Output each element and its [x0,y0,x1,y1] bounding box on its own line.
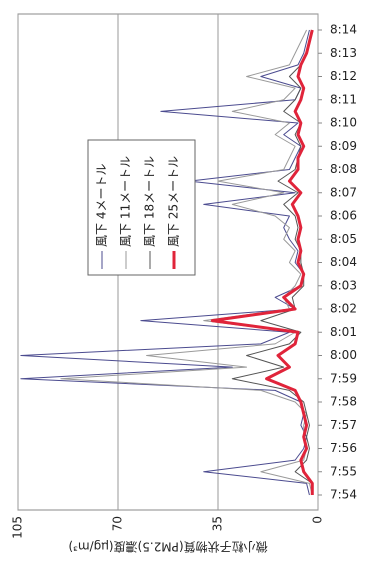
x-tick-label: 8:11 [330,92,357,106]
x-tick-label: 8:09 [330,139,357,153]
legend-label: 風下 18メートル [143,156,157,247]
legend-box [87,139,196,276]
y-tick-label: 70 [111,516,125,531]
legend-label: 風下 25メートル [167,156,181,247]
x-tick-label: 8:13 [330,46,357,60]
legend-label: 風下 11メートル [119,156,133,247]
x-tick-label: 8:08 [330,162,357,176]
x-tick-label: 8:14 [330,23,357,37]
x-tick-label: 8:03 [330,278,357,292]
x-tick-label: 8:06 [330,209,357,223]
x-tick-label: 8:02 [330,302,357,316]
x-tick-label: 8:12 [330,69,357,83]
x-tick-label: 8:01 [330,325,357,339]
series-line [231,29,313,495]
legend-label: 風下 4メートル [95,164,109,247]
x-tick-label: 7:55 [330,464,357,478]
x-tick-label: 7:58 [330,395,357,409]
y-tick-label: 0 [311,516,325,524]
x-tick-label: 7:57 [330,418,357,432]
x-tick-label: 7:59 [330,371,357,385]
y-tick-label: 105 [11,516,25,539]
x-tick-label: 7:54 [330,488,357,502]
series-line [20,29,310,496]
series-line [210,29,314,495]
x-tick-label: 8:07 [330,185,357,199]
x-tick-label: 8:10 [330,116,357,130]
x-tick-label: 7:56 [330,441,357,455]
y-tick-label: 35 [211,516,225,531]
x-tick-label: 8:04 [330,255,357,269]
x-tick-label: 8:05 [330,232,357,246]
y-axis-title: 微小粒子状物質(PM2.5)濃度(μg/m³) [68,540,267,555]
x-tick-label: 8:00 [330,348,357,362]
